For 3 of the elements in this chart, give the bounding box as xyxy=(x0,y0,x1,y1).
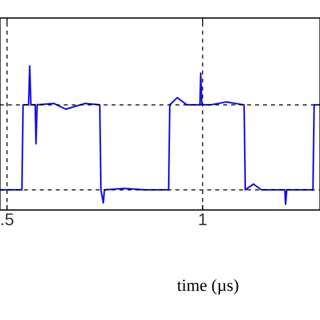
x-tick-label: 1 xyxy=(199,214,207,226)
x-axis-title: time (µs) xyxy=(177,279,238,294)
x-tick-label: .5 xyxy=(2,214,14,226)
